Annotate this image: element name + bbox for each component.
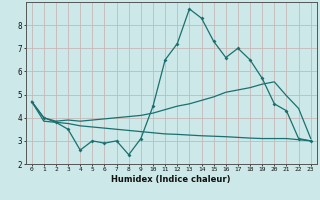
X-axis label: Humidex (Indice chaleur): Humidex (Indice chaleur) <box>111 175 231 184</box>
